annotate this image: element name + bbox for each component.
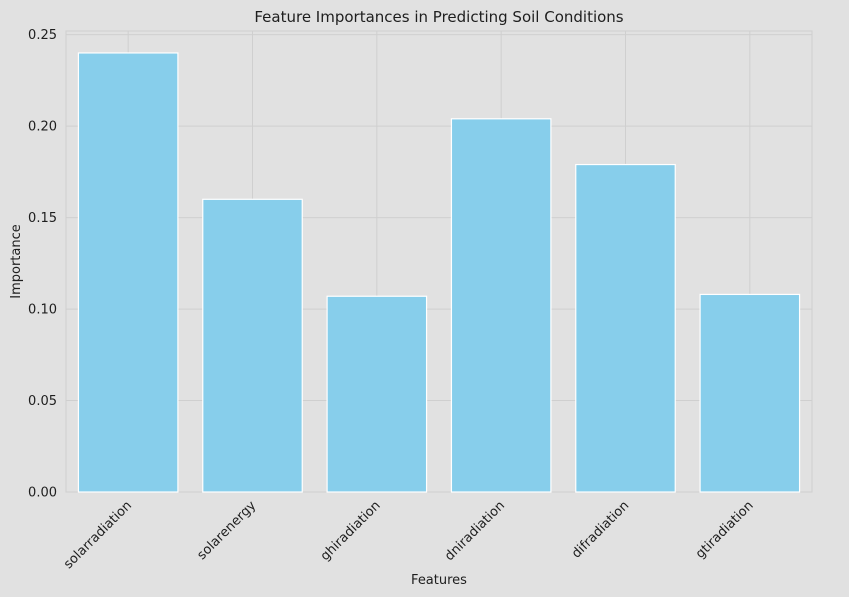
y-axis-label: Importance bbox=[9, 224, 24, 299]
y-tick-label: 0.15 bbox=[28, 211, 57, 226]
x-tick-label: dniradiation bbox=[442, 498, 508, 564]
bar-difradiation bbox=[575, 163, 676, 493]
y-tick-label: 0.25 bbox=[28, 28, 57, 43]
y-tick-label: 0.10 bbox=[28, 303, 57, 318]
x-tick-label: gtiradiation bbox=[693, 498, 757, 562]
x-axis-label: Features bbox=[411, 573, 467, 588]
axes-frame bbox=[65, 30, 813, 493]
bar-solarenergy bbox=[202, 198, 303, 493]
x-tick-label: solarenergy bbox=[195, 498, 260, 563]
x-tick-label: solarradiation bbox=[61, 498, 135, 572]
x-tick-label: ghiradiation bbox=[318, 498, 384, 564]
chart-title: Feature Importances in Predicting Soil C… bbox=[254, 8, 623, 26]
y-tick-label: 0.05 bbox=[28, 394, 57, 409]
y-tick-label: 0.20 bbox=[28, 120, 57, 135]
bar-gtiradiation bbox=[699, 293, 801, 493]
x-tick-label: difradiation bbox=[569, 498, 632, 561]
bar-solarradiation bbox=[77, 52, 179, 493]
bar-dniradiation bbox=[450, 118, 552, 493]
y-tick-label: 0.00 bbox=[28, 486, 57, 501]
y-axis-ticks: 0.00 0.05 0.10 0.15 0.20 0.25 bbox=[28, 28, 57, 500]
bar-ghiradiation bbox=[326, 295, 428, 493]
bars bbox=[77, 52, 801, 493]
x-axis-ticks: solarradiation solarenergy ghiradiation dni… bbox=[61, 498, 757, 572]
